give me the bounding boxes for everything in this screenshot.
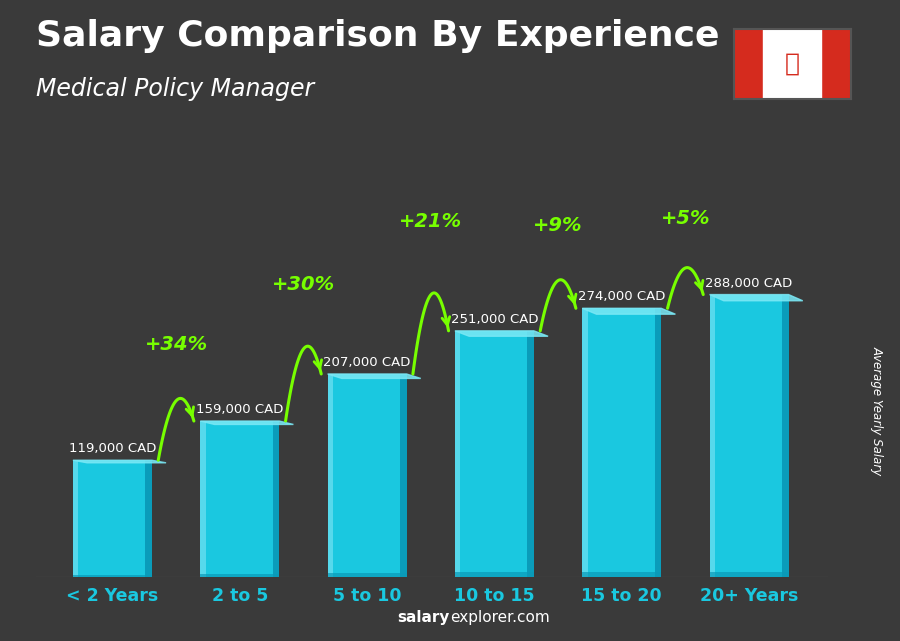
Text: salary: salary: [398, 610, 450, 625]
Text: 207,000 CAD: 207,000 CAD: [323, 356, 410, 369]
Bar: [73, 460, 152, 577]
Text: +21%: +21%: [400, 212, 463, 231]
Bar: [654, 308, 662, 577]
Text: 119,000 CAD: 119,000 CAD: [68, 442, 156, 455]
Bar: [734, 29, 763, 99]
Bar: [201, 421, 206, 577]
Text: +34%: +34%: [145, 335, 208, 354]
Text: Average Yearly Salary: Average Yearly Salary: [871, 345, 884, 475]
Bar: [582, 308, 588, 577]
Text: explorer.com: explorer.com: [450, 610, 550, 625]
Polygon shape: [709, 295, 803, 301]
Bar: [454, 572, 534, 577]
Bar: [582, 572, 662, 577]
Polygon shape: [582, 308, 675, 314]
Bar: [328, 573, 407, 577]
Bar: [709, 572, 788, 577]
Bar: [273, 421, 279, 577]
Text: 251,000 CAD: 251,000 CAD: [451, 313, 538, 326]
Text: 🍁: 🍁: [785, 52, 799, 76]
Bar: [73, 460, 78, 577]
Bar: [454, 331, 534, 577]
Bar: [328, 374, 333, 577]
Polygon shape: [73, 460, 166, 463]
Bar: [709, 295, 788, 577]
Bar: [328, 374, 407, 577]
Bar: [454, 331, 461, 577]
Text: 274,000 CAD: 274,000 CAD: [578, 290, 665, 303]
Polygon shape: [454, 331, 548, 337]
Bar: [821, 29, 850, 99]
Bar: [73, 575, 152, 577]
Text: Salary Comparison By Experience: Salary Comparison By Experience: [36, 19, 719, 53]
Polygon shape: [201, 421, 293, 424]
Text: Medical Policy Manager: Medical Policy Manager: [36, 77, 314, 101]
Text: +30%: +30%: [272, 275, 335, 294]
Bar: [145, 460, 152, 577]
Polygon shape: [328, 374, 420, 378]
Bar: [582, 308, 662, 577]
Bar: [527, 331, 534, 577]
Bar: [782, 295, 788, 577]
Bar: [201, 574, 279, 577]
Bar: [201, 421, 279, 577]
Bar: [400, 374, 407, 577]
Bar: [763, 29, 821, 99]
Text: +9%: +9%: [534, 216, 583, 235]
Bar: [709, 295, 716, 577]
Text: 159,000 CAD: 159,000 CAD: [196, 403, 284, 416]
Text: +5%: +5%: [661, 209, 710, 228]
Text: 288,000 CAD: 288,000 CAD: [706, 276, 793, 290]
